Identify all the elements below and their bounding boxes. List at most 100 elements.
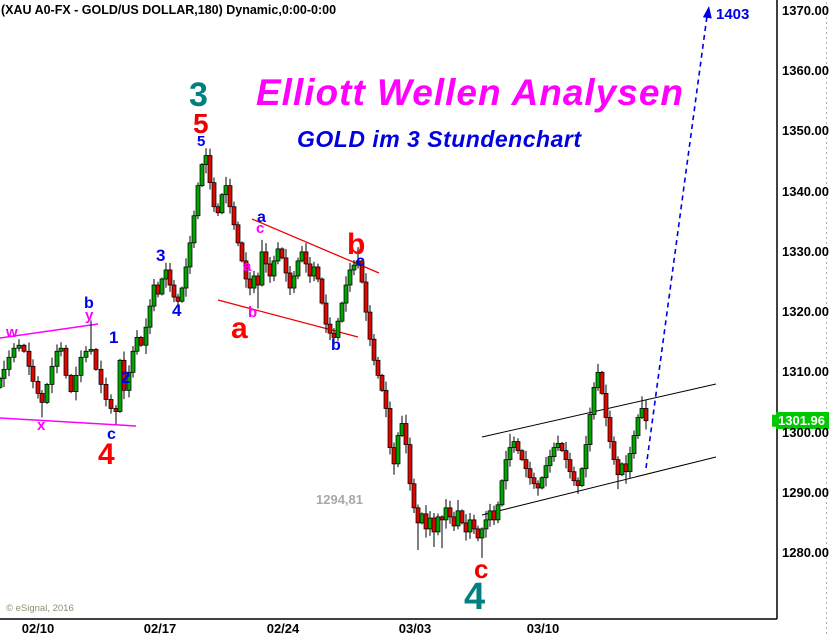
candle — [631, 435, 637, 455]
wave-label-3[interactable]: 3 — [189, 76, 208, 114]
candle — [211, 182, 217, 208]
candle — [451, 516, 457, 527]
candle — [447, 507, 453, 518]
wave-label-w[interactable]: w — [5, 324, 18, 341]
candle — [108, 399, 114, 409]
candle — [299, 251, 305, 262]
candle — [395, 435, 401, 465]
wave-label-5[interactable]: 5 — [193, 108, 209, 139]
candle — [287, 272, 293, 289]
wave-label-3[interactable]: 3 — [156, 246, 165, 265]
trend-line[interactable] — [217, 299, 359, 338]
last-price-badge: 1301.96 — [776, 412, 829, 429]
candle — [603, 393, 609, 418]
candle — [359, 260, 365, 283]
candle — [471, 519, 477, 530]
wave-label-c[interactable]: c — [474, 554, 488, 584]
projection-arrow[interactable] — [645, 6, 712, 469]
candle — [195, 185, 201, 217]
candle — [571, 471, 577, 482]
trend-line[interactable] — [0, 323, 99, 339]
candle — [16, 344, 22, 349]
candle — [479, 528, 485, 539]
candle — [515, 441, 521, 451]
trend-line[interactable] — [0, 417, 137, 427]
price-label: 1320.00 — [782, 304, 829, 320]
candle — [39, 393, 45, 403]
candle — [159, 278, 165, 295]
candle — [399, 423, 405, 436]
candle — [78, 356, 84, 376]
wave-label-a[interactable]: a — [257, 209, 266, 226]
price-label: 1310.00 — [782, 364, 829, 380]
candle — [595, 371, 601, 388]
candle — [527, 468, 533, 479]
wave-label-b[interactable]: b — [331, 337, 341, 354]
wave-label-4[interactable]: 4 — [172, 301, 182, 320]
candle — [323, 302, 329, 325]
candle — [511, 441, 517, 448]
wave-label-5[interactable]: 5 — [197, 133, 205, 150]
candle — [83, 350, 89, 358]
candle — [551, 447, 557, 458]
analysis-subheading: GOLD im 3 Stundenchart — [297, 126, 582, 152]
wave-label-c[interactable]: c — [256, 220, 264, 237]
wave-label-a[interactable]: a — [231, 312, 248, 345]
candle — [279, 248, 285, 259]
candle — [49, 365, 55, 385]
candle — [130, 350, 136, 373]
candle — [407, 444, 413, 485]
copyright-watermark: © eSignal, 2016 — [6, 603, 74, 614]
candle — [415, 507, 421, 524]
date-axis[interactable]: 02/10 02/17 02/24 03/03 03/10 — [0, 621, 780, 639]
wave-label-c[interactable]: c — [356, 253, 365, 270]
candle — [63, 347, 69, 376]
candle — [239, 242, 245, 262]
wave-label-y[interactable]: y — [85, 307, 94, 324]
candle — [623, 463, 629, 473]
wave-label-b[interactable]: b — [84, 295, 94, 312]
wave-label-a[interactable]: a — [243, 258, 252, 275]
wave-label-2[interactable]: 2 — [121, 368, 130, 387]
candle — [503, 459, 509, 482]
wave-label-b[interactable]: b — [347, 228, 365, 261]
projection-arrowhead[interactable] — [702, 6, 712, 19]
candle — [591, 387, 597, 415]
wave-label-c[interactable]: c — [107, 426, 116, 443]
candle — [267, 263, 273, 277]
candle — [44, 384, 50, 403]
trend-line[interactable] — [481, 456, 717, 516]
candle — [255, 275, 261, 286]
projection-arrow-line[interactable] — [645, 15, 708, 469]
candle — [307, 263, 313, 277]
candle — [379, 374, 385, 391]
candle — [411, 483, 417, 509]
candle — [567, 459, 573, 473]
candle — [335, 320, 341, 338]
wave-label-4[interactable]: 4 — [98, 438, 115, 471]
candle — [599, 371, 605, 394]
wave-label-x[interactable]: x — [37, 417, 46, 434]
candle — [11, 347, 17, 358]
trend-lines[interactable] — [0, 218, 717, 516]
trend-line[interactable] — [481, 383, 717, 438]
candle — [235, 224, 241, 244]
price-label: 1360.00 — [782, 63, 829, 79]
candle — [98, 368, 104, 385]
candle — [439, 516, 445, 521]
candle — [483, 519, 489, 530]
candle — [619, 463, 625, 476]
candle — [311, 266, 317, 277]
price-axis[interactable]: 1370.00 1360.00 1350.00 1340.00 1330.00 1320.… — [782, 0, 829, 619]
projection-target-label[interactable]: 1403 — [716, 6, 750, 23]
candle — [367, 311, 373, 340]
measured-low-label[interactable]: 1294,81 — [316, 492, 363, 507]
candle — [351, 264, 357, 271]
wave-label-1[interactable]: 1 — [109, 328, 118, 347]
candle — [263, 251, 269, 265]
wave-label-4[interactable]: 4 — [464, 576, 485, 618]
candle — [319, 278, 325, 304]
wave-label-b[interactable]: b — [248, 304, 257, 321]
